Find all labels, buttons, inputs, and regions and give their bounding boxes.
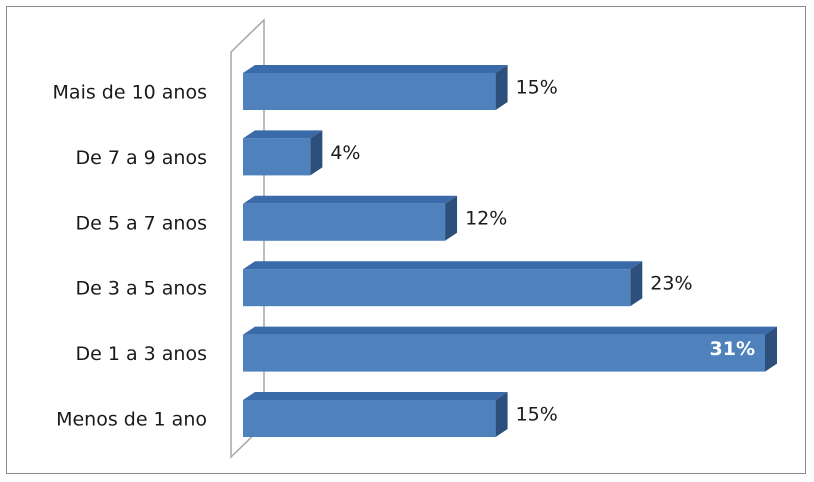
data-label: 15% — [516, 77, 558, 99]
category-label: De 5 a 7 anos — [75, 212, 207, 234]
bar — [243, 203, 446, 241]
data-label: 15% — [516, 404, 558, 426]
bar-side-face — [495, 392, 508, 437]
bar — [243, 269, 631, 307]
category-label: De 1 a 3 anos — [75, 343, 207, 365]
data-label: 4% — [330, 142, 360, 164]
bar — [243, 334, 765, 372]
bar — [243, 400, 496, 437]
bar-side-face — [445, 195, 458, 241]
data-label: 31% — [710, 338, 755, 360]
bar-top-face — [243, 130, 323, 139]
bar-side-face — [495, 65, 508, 110]
data-label: 23% — [650, 273, 692, 295]
bar-top-face — [243, 326, 777, 335]
bar-top-face — [243, 195, 458, 204]
category-label: De 3 a 5 anos — [75, 278, 207, 300]
bar — [243, 138, 311, 176]
data-label: 12% — [465, 207, 507, 229]
category-label: Mais de 10 anos — [53, 82, 207, 104]
category-label: De 7 a 9 anos — [75, 147, 207, 169]
bar-top-face — [243, 261, 643, 270]
bar-top-face — [243, 392, 508, 400]
bar-top-face — [243, 65, 508, 73]
bar-side-face — [630, 261, 643, 307]
bar-side-face — [765, 326, 777, 372]
category-label: Menos de 1 ano — [56, 409, 207, 431]
bar-side-face — [310, 130, 323, 176]
bar — [243, 73, 496, 110]
